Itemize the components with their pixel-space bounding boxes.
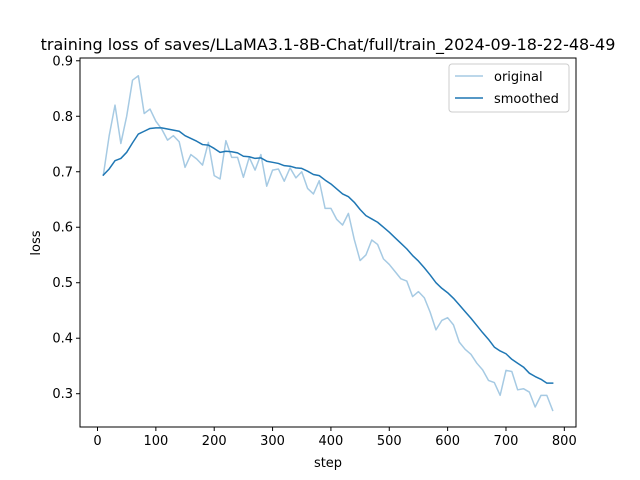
y-tick-label: 0.3 xyxy=(52,387,73,402)
chart-title: training loss of saves/LLaMA3.1-8B-Chat/… xyxy=(41,35,616,55)
y-axis: 0.3 0.4 0.5 0.6 0.7 0.8 0.9 xyxy=(52,54,80,402)
x-tick-label: 500 xyxy=(377,434,402,449)
y-tick-label: 0.4 xyxy=(52,332,73,347)
x-tick-label: 800 xyxy=(552,434,577,449)
series-line-original xyxy=(102,75,554,412)
y-tick-label: 0.8 xyxy=(52,110,73,125)
x-tick-label: 300 xyxy=(260,434,285,449)
x-tick-label: 700 xyxy=(494,434,519,449)
x-tick-label: 0 xyxy=(93,434,101,449)
series-line-smoothed xyxy=(102,127,554,384)
series-layer xyxy=(102,75,554,412)
x-axis-label: step xyxy=(314,456,342,471)
x-tick-label: 400 xyxy=(319,434,344,449)
legend: original smoothed xyxy=(448,63,570,113)
y-tick-label: 0.5 xyxy=(52,276,73,291)
legend-label-original: original xyxy=(494,70,543,85)
y-tick-label: 0.7 xyxy=(52,165,73,180)
x-tick-label: 600 xyxy=(435,434,460,449)
y-axis-label: loss xyxy=(29,230,44,255)
y-tick-label: 0.9 xyxy=(52,54,73,69)
x-tick-label: 200 xyxy=(202,434,227,449)
y-tick-label: 0.6 xyxy=(52,221,73,236)
plot-frame xyxy=(79,57,577,428)
legend-label-smoothed: smoothed xyxy=(494,92,559,107)
x-axis: 0 100 200 300 400 500 600 700 800 xyxy=(93,427,577,449)
x-tick-label: 100 xyxy=(143,434,168,449)
